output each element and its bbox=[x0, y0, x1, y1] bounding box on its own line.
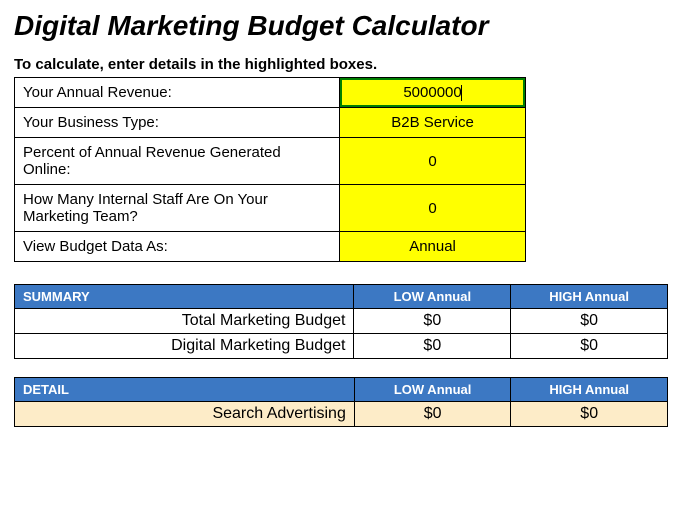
detail-row-search-advertising: Search Advertising $0 $0 bbox=[15, 402, 668, 427]
summary-row-label: Total Marketing Budget bbox=[15, 309, 354, 334]
summary-row-digital: Digital Marketing Budget $0 $0 bbox=[15, 334, 668, 359]
detail-table: DETAIL LOW Annual HIGH Annual Search Adv… bbox=[14, 377, 668, 427]
summary-row-low: $0 bbox=[354, 334, 511, 359]
summary-row-high: $0 bbox=[511, 309, 668, 334]
detail-header-high: HIGH Annual bbox=[511, 378, 668, 402]
detail-row-label: Search Advertising bbox=[15, 402, 355, 427]
input-label: How Many Internal Staff Are On Your Mark… bbox=[15, 185, 340, 232]
input-label: Percent of Annual Revenue Generated Onli… bbox=[15, 138, 340, 185]
summary-header-high: HIGH Annual bbox=[511, 285, 668, 309]
detail-header-row: DETAIL LOW Annual HIGH Annual bbox=[15, 378, 668, 402]
inputs-table: Your Annual Revenue: 5000000 Your Busine… bbox=[14, 77, 526, 262]
summary-table: SUMMARY LOW Annual HIGH Annual Total Mar… bbox=[14, 284, 668, 359]
text-cursor bbox=[461, 85, 462, 101]
input-row-business-type: Your Business Type: B2B Service bbox=[15, 108, 526, 138]
summary-row-high: $0 bbox=[511, 334, 668, 359]
input-cell-business-type[interactable]: B2B Service bbox=[340, 108, 526, 138]
input-row-percent-online: Percent of Annual Revenue Generated Onli… bbox=[15, 138, 526, 185]
summary-header-row: SUMMARY LOW Annual HIGH Annual bbox=[15, 285, 668, 309]
input-row-revenue: Your Annual Revenue: 5000000 bbox=[15, 78, 526, 108]
page-title: Digital Marketing Budget Calculator bbox=[14, 10, 686, 42]
detail-header-label: DETAIL bbox=[15, 378, 355, 402]
summary-row-low: $0 bbox=[354, 309, 511, 334]
input-row-staff-count: How Many Internal Staff Are On Your Mark… bbox=[15, 185, 526, 232]
input-cell-percent-online[interactable]: 0 bbox=[340, 138, 526, 185]
summary-header-label: SUMMARY bbox=[15, 285, 354, 309]
input-label: Your Business Type: bbox=[15, 108, 340, 138]
instruction-text: To calculate, enter details in the highl… bbox=[14, 56, 686, 73]
input-cell-staff-count[interactable]: 0 bbox=[340, 185, 526, 232]
input-value[interactable]: 5000000 bbox=[403, 84, 461, 101]
input-label: View Budget Data As: bbox=[15, 232, 340, 262]
summary-row-total: Total Marketing Budget $0 $0 bbox=[15, 309, 668, 334]
detail-row-low: $0 bbox=[354, 402, 511, 427]
summary-row-label: Digital Marketing Budget bbox=[15, 334, 354, 359]
detail-header-low: LOW Annual bbox=[354, 378, 511, 402]
input-cell-revenue[interactable]: 5000000 bbox=[340, 78, 526, 108]
input-cell-view-as[interactable]: Annual bbox=[340, 232, 526, 262]
input-label: Your Annual Revenue: bbox=[15, 78, 340, 108]
input-row-view-as: View Budget Data As: Annual bbox=[15, 232, 526, 262]
summary-header-low: LOW Annual bbox=[354, 285, 511, 309]
detail-row-high: $0 bbox=[511, 402, 668, 427]
